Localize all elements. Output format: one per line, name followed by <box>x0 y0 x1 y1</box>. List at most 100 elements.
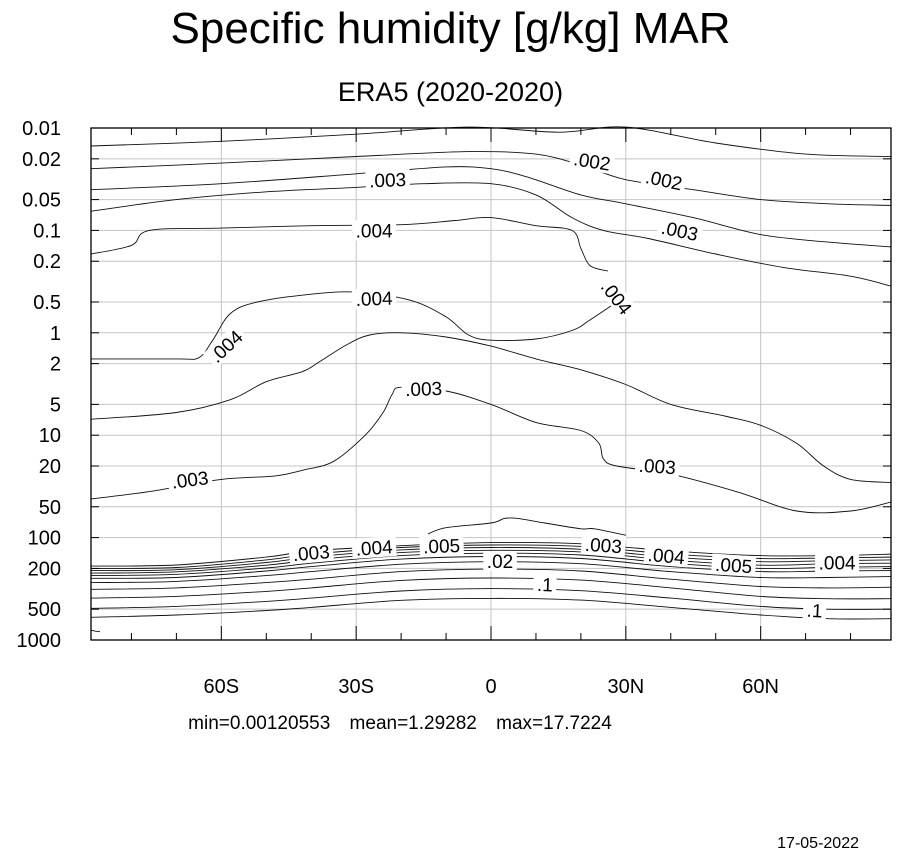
contour-label: .002 <box>568 147 616 176</box>
y-axis-tick-labels: 0.01 0.02 0.05 0.1 0.2 0.5 1 2 5 10 20 50 100 200 500 1… <box>17 118 62 652</box>
contour-line <box>90 166 892 248</box>
summary-stats: min=0.00120553 mean=1.29282 max=17.7224 <box>0 712 800 736</box>
contour-label-bg <box>580 533 627 557</box>
contour-label-bg <box>483 551 517 572</box>
contour-line <box>90 126 892 157</box>
stat-mean: mean=1.29282 <box>349 713 477 734</box>
contour-label-text: .003 <box>659 218 700 246</box>
contour-label-text: .003 <box>638 456 676 480</box>
contour-label-bg <box>640 165 688 195</box>
contour-label: .005 <box>419 534 464 558</box>
y-tick-label: 2 <box>50 354 61 376</box>
contour-label: .003 <box>365 168 410 192</box>
y-tick-label: 0.01 <box>22 118 61 140</box>
contour-label: .002 <box>640 165 688 195</box>
contour-label: .004 <box>815 552 860 575</box>
y-tick-label: 1000 <box>17 630 62 652</box>
contour-label-text: .002 <box>643 167 684 195</box>
contour-label: .004 <box>202 323 249 369</box>
y-tick-label: 0.05 <box>22 190 61 212</box>
contour-label-bg <box>595 273 639 321</box>
contour-label-text: .004 <box>819 554 856 575</box>
contour-labels: .002 .002 .003 .003 .004 .004 .004 .004 .003 .003… <box>166 147 860 623</box>
y-tick-label: 200 <box>28 558 61 580</box>
contour-label-bg <box>166 466 213 493</box>
axis-ticks <box>91 127 891 641</box>
stat-max: max=17.7224 <box>496 713 612 734</box>
contour-label: .1 <box>533 573 557 597</box>
contour-label-bg <box>401 377 446 400</box>
contour-label-bg <box>351 535 397 560</box>
contour-label-bg <box>711 553 757 577</box>
contour-label-text: .004 <box>356 221 393 242</box>
plot-date: 17-05-2022 <box>777 835 859 852</box>
contour-label-bg <box>288 540 334 565</box>
x-tick-label: 30N <box>607 676 644 698</box>
contour-label-text: .003 <box>584 535 622 559</box>
contour-label-bg <box>352 220 397 241</box>
contour-label: .005 <box>711 553 757 579</box>
y-tick-label: 20 <box>39 456 61 478</box>
contour-label: .1 <box>802 599 827 623</box>
plot-frame <box>90 127 892 641</box>
contour-label-text: .004 <box>647 545 686 569</box>
contour-line <box>90 216 609 272</box>
y-tick-label: 50 <box>39 497 61 519</box>
contour-label-bg <box>533 573 557 595</box>
contour-label-bg <box>419 534 464 557</box>
contour-lines <box>90 126 892 633</box>
contour-label-text: .002 <box>572 149 612 176</box>
chart-subtitle: ERA5 (2020-2020) <box>337 77 564 107</box>
x-tick-label: 0 <box>485 676 496 698</box>
y-tick-label: 5 <box>50 394 61 416</box>
contour-label-bg <box>202 323 249 369</box>
contour-label: .004 <box>351 287 397 311</box>
contour-label: .003 <box>634 454 680 480</box>
contour-label: .004 <box>351 535 397 561</box>
stat-min: min=0.00120553 <box>188 713 331 734</box>
contour-label-bg <box>802 599 827 621</box>
contour-label-text: .003 <box>292 542 331 566</box>
x-tick-label: 60S <box>204 676 240 698</box>
contour-label-bg <box>568 147 616 175</box>
y-tick-label: 1 <box>50 323 61 345</box>
contour-label-text: .005 <box>423 536 461 558</box>
contour-label-text: .003 <box>170 468 209 493</box>
contour-label-text: .02 <box>487 552 513 573</box>
contour-label: .003 <box>580 533 627 559</box>
x-tick-label: 60N <box>742 676 779 698</box>
contour-label: .003 <box>401 377 446 401</box>
contour-label-text: .1 <box>806 601 823 623</box>
contour-line <box>90 332 892 483</box>
y-tick-label: 500 <box>28 599 61 621</box>
contour-line <box>90 182 892 287</box>
contour-line <box>90 588 892 610</box>
contour-label: .003 <box>166 466 213 494</box>
contour-label-bg <box>643 543 690 568</box>
contour-line <box>90 597 892 620</box>
contour-label-bg <box>365 168 410 191</box>
contour-label: .004 <box>595 273 639 321</box>
contour-label-bg <box>634 454 680 478</box>
contour-label: .004 <box>643 543 690 569</box>
contour-label: .003 <box>288 540 334 566</box>
y-tick-label: 0.5 <box>33 292 61 314</box>
contour-line <box>427 517 626 536</box>
y-tick-label: 100 <box>28 528 61 550</box>
contour-line <box>90 151 892 206</box>
contour-line <box>90 547 892 572</box>
contour-plot: .002 .002 .003 .003 .004 .004 .004 .004 .003 .003… <box>17 118 892 698</box>
contour-label-bg <box>351 287 397 310</box>
contour-label-text: .1 <box>537 575 554 597</box>
contour-line <box>90 577 892 600</box>
contour-label-text: .003 <box>369 170 407 192</box>
contour-label-text: .005 <box>714 555 752 579</box>
contour-label-bg <box>815 552 860 573</box>
contour-label-text: .003 <box>405 379 443 401</box>
contour-line <box>90 542 892 567</box>
y-tick-label: 0.02 <box>22 149 61 171</box>
contour-label-text: .004 <box>355 289 393 311</box>
contour-line <box>90 629 101 633</box>
chart-title: Specific humidity [g/kg] MAR <box>170 4 731 53</box>
x-tick-label: 30S <box>338 676 374 698</box>
